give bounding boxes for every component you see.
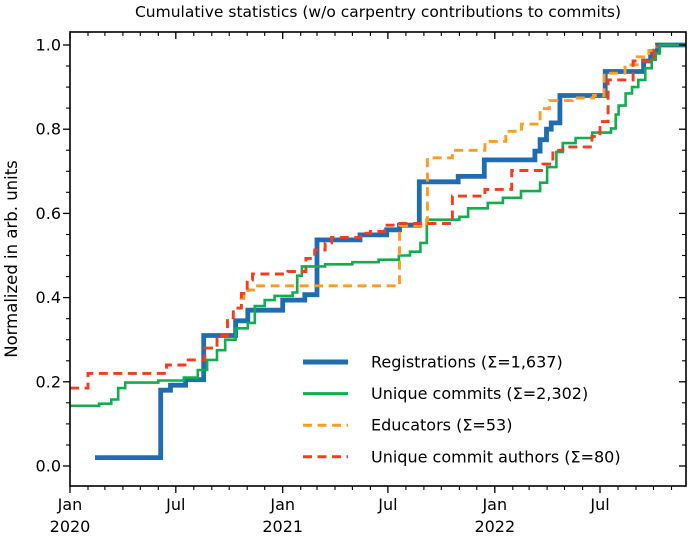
series-line-educators <box>239 45 658 300</box>
legend-label-unique-commit-authors: Unique commit authors (Σ=80) <box>371 447 621 466</box>
y-tick-label: 0.0 <box>36 457 61 476</box>
x-tick-label: Jan <box>269 495 295 514</box>
x-tick-label: Jul <box>589 495 609 514</box>
legend-label-registrations: Registrations (Σ=1,637) <box>371 353 563 372</box>
series-lines <box>70 42 686 460</box>
x-tick-label: Jul <box>165 495 185 514</box>
y-tick-label: 1.0 <box>36 36 61 55</box>
x-tick-label: Jan <box>57 495 83 514</box>
x-year-label: 2020 <box>50 517 91 536</box>
series-line-unique-commit-authors <box>70 45 659 390</box>
y-tick-label: 0.8 <box>36 120 61 139</box>
legend: Registrations (Σ=1,637) Unique commits (Σ… <box>303 353 621 466</box>
y-axis-label: Normalized in arb. units <box>2 160 21 358</box>
x-tick-label: Jan <box>481 495 507 514</box>
series-line-registrations <box>95 42 686 460</box>
x-year-label: 2021 <box>262 517 303 536</box>
y-tick-label: 0.2 <box>36 372 61 391</box>
y-tick-label: 0.4 <box>36 288 61 307</box>
x-year-label: 2022 <box>474 517 515 536</box>
x-tick-label: Jul <box>377 495 397 514</box>
y-tick-label: 0.6 <box>36 204 61 223</box>
legend-label-unique-commits: Unique commits (Σ=2,302) <box>371 384 588 403</box>
chart-title: Cumulative statistics (w/o carpentry con… <box>135 3 621 21</box>
series-line-unique-commits <box>70 43 686 408</box>
legend-label-educators: Educators (Σ=53) <box>371 416 512 435</box>
plot-frame <box>69 31 687 487</box>
tick-labels: Jan 2020 Jul Jan 2021 Jul Jan 2022 Jul 0.0 0.2 0.4 0… <box>36 36 610 537</box>
